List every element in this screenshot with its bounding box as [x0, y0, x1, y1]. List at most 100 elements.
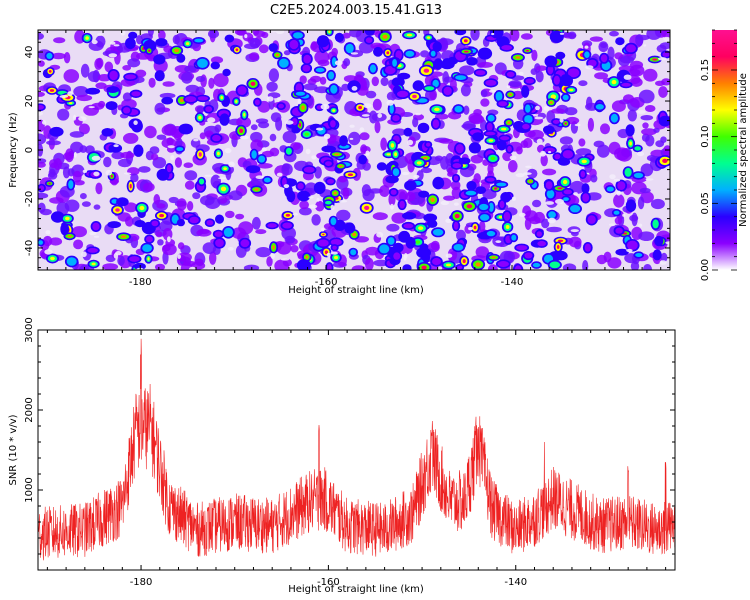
- heatmap-cell: [172, 34, 180, 45]
- heatmap-cell: [598, 41, 609, 53]
- heatmap-cell: [228, 161, 235, 168]
- heatmap-cell: [105, 169, 113, 176]
- heatmap-cell: [94, 58, 103, 70]
- heatmap-cell: [117, 198, 127, 205]
- heatmap-cell: [535, 65, 548, 71]
- heatmap-cell: [563, 197, 569, 202]
- heatmap-cell: [323, 147, 335, 151]
- heatmap-cell: [184, 65, 197, 73]
- heatmap-cell: [405, 182, 415, 190]
- heatmap-cell: [327, 179, 334, 184]
- heatmap-cell: [290, 142, 301, 151]
- heatmap-cell: [413, 174, 420, 179]
- heatmap-cell: [426, 36, 431, 39]
- heatmap-cell: [323, 133, 331, 139]
- heatmap-cell: [250, 131, 263, 143]
- colorbar-tick-label: 0.15: [700, 59, 711, 81]
- heatmap-cell: [551, 32, 563, 42]
- heatmap-cell: [556, 245, 560, 249]
- heatmap-cell: [495, 240, 502, 244]
- heatmap-cell: [365, 150, 370, 156]
- heatmap-cell: [568, 236, 582, 248]
- heatmap-cell: [503, 211, 511, 221]
- heatmap-cell: [159, 214, 165, 218]
- heatmap-cell: [343, 58, 351, 67]
- heatmap-cell: [349, 137, 354, 140]
- heatmap-cell: [386, 51, 390, 55]
- heatmap-cell: [299, 200, 309, 210]
- heatmap-cell: [498, 141, 505, 149]
- heatmap-cell: [584, 45, 589, 49]
- heatmap-cell: [419, 124, 428, 132]
- heatmap-cell: [454, 105, 463, 113]
- colorbar-strip: [712, 30, 737, 270]
- heatmap-cell: [659, 260, 667, 265]
- heatmap-cell: [334, 153, 340, 156]
- heatmap-cells: [38, 30, 670, 270]
- heatmap-cell: [311, 155, 317, 160]
- heatmap-cell: [658, 86, 668, 98]
- heatmap-cell: [189, 216, 199, 224]
- heatmap-cell: [267, 223, 277, 228]
- heatmap-cell: [336, 34, 343, 41]
- heatmap-cell: [314, 50, 330, 64]
- x-tick-label: -180: [129, 277, 152, 288]
- heatmap-cell: [364, 205, 370, 210]
- heatmap-cell: [459, 65, 475, 76]
- heatmap-cell: [407, 238, 414, 248]
- heatmap-cell: [224, 70, 230, 75]
- heatmap-cell: [387, 177, 397, 182]
- x-tick-label: -140: [501, 277, 524, 288]
- heatmap-cell: [168, 196, 179, 204]
- heatmap-cell: [593, 140, 605, 148]
- heatmap-cell: [315, 67, 325, 73]
- heatmap-cell: [530, 68, 538, 75]
- heatmap-cell: [575, 148, 592, 156]
- heatmap-cell: [558, 239, 564, 242]
- heatmap-cell: [429, 89, 438, 101]
- heatmap-cell: [249, 37, 261, 49]
- heatmap-cell: [645, 134, 655, 147]
- heatmap-cell: [176, 252, 192, 262]
- heatmap-cell: [445, 263, 452, 267]
- heatmap-cell: [62, 166, 71, 179]
- heatmap-cell: [207, 117, 216, 123]
- heatmap-cell: [142, 182, 155, 192]
- heatmap-cell: [430, 50, 436, 57]
- colorbar: 0.00 0.05 0.10 0.15 Normalized spectral amp…: [700, 29, 749, 281]
- heatmap-cell: [382, 34, 388, 39]
- heatmap-cell: [350, 249, 357, 256]
- heatmap-cell: [193, 138, 199, 142]
- heatmap-cell: [277, 97, 281, 101]
- heatmap-cell: [392, 115, 400, 122]
- heatmap-cell: [278, 58, 289, 68]
- heatmap-cell: [434, 43, 441, 51]
- heatmap-cell: [394, 244, 402, 251]
- heatmap-cell: [393, 78, 404, 86]
- heatmap-cell: [443, 195, 456, 201]
- heatmap-cell: [607, 257, 622, 269]
- heatmap-cell: [351, 86, 358, 91]
- heatmap-cell: [502, 151, 513, 162]
- heatmap-cell: [113, 144, 119, 148]
- heatmap-cell: [536, 138, 543, 145]
- heatmap-cell: [515, 56, 521, 59]
- heatmap-cell: [235, 48, 239, 52]
- heatmap-cell: [180, 125, 192, 133]
- heatmap-cell: [53, 37, 66, 44]
- heatmap-cell: [621, 82, 631, 87]
- heatmap-cell: [285, 213, 291, 217]
- heatmap-cell: [390, 143, 395, 148]
- heatmap-cell: [488, 139, 494, 142]
- heatmap-cell: [39, 185, 45, 191]
- heatmap-cell: [535, 70, 544, 83]
- heatmap-cell: [298, 122, 302, 128]
- heatmap-cell: [454, 202, 459, 206]
- heatmap-cell: [495, 91, 503, 102]
- heatmap-cell: [199, 132, 206, 140]
- heatmap-cell: [166, 164, 172, 173]
- heatmap-cell: [147, 257, 150, 261]
- heatmap-cell: [310, 75, 322, 83]
- heatmap-cell: [477, 187, 485, 193]
- heatmap-cell: [59, 95, 69, 98]
